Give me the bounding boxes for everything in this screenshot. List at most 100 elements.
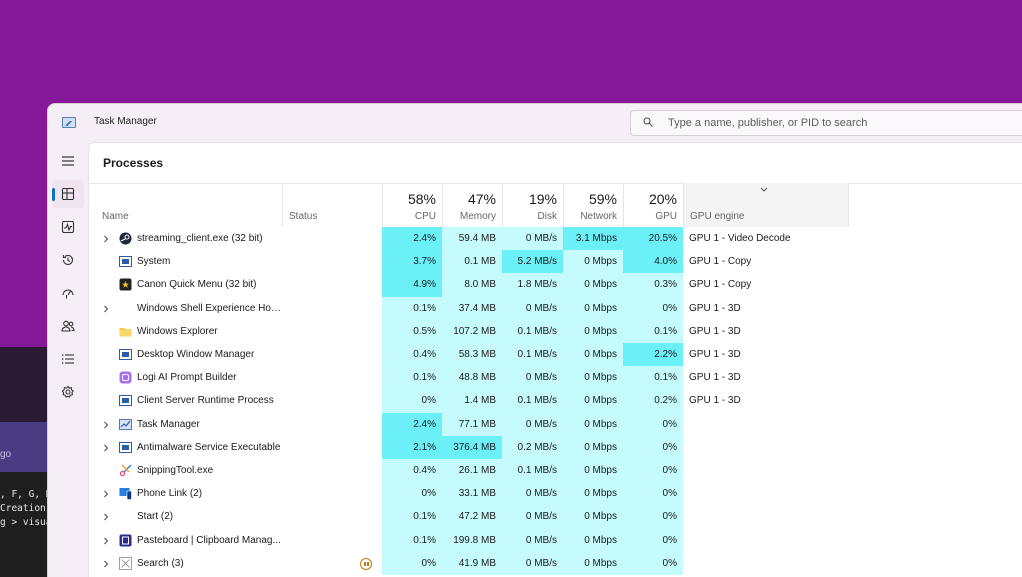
nav-users[interactable] <box>52 312 84 340</box>
memory-cell: 37.4 MB <box>442 296 502 320</box>
gpu-cell: 0% <box>623 435 683 459</box>
process-row[interactable]: System 3.7% 0.1 MB 5.2 MB/s 0 Mbps 4.0% GPU 1 … <box>89 250 939 274</box>
process-name-cell: Logi AI Prompt Builder <box>89 366 282 389</box>
memory-cell: 0.1 MB <box>442 250 502 274</box>
column-header-gpu[interactable]: 20% GPU <box>623 183 683 227</box>
nav-performance[interactable] <box>52 213 84 241</box>
hamburger-menu-button[interactable] <box>52 147 84 175</box>
column-header-cpu[interactable]: 58% CPU <box>382 183 442 227</box>
column-header-gpu-engine[interactable]: GPU engine <box>683 183 849 227</box>
process-name-cell: Search (3) <box>89 552 282 575</box>
memory-cell: 47.2 MB <box>442 505 502 529</box>
memory-total-percent: 47% <box>467 191 496 207</box>
search-box[interactable] <box>630 110 1022 136</box>
column-header-memory[interactable]: 47% Memory <box>442 183 502 227</box>
expand-chevron-icon[interactable] <box>103 490 109 498</box>
gpu-cell: 2.2% <box>623 343 683 367</box>
process-row[interactable]: Antimalware Service Executable 2.1% 376.4 … <box>89 435 939 459</box>
search-icon <box>643 117 653 127</box>
page-title: Processes <box>103 156 164 170</box>
process-row[interactable]: Logi AI Prompt Builder 0.1% 48.8 MB 0 MB/s 0… <box>89 366 939 390</box>
gpu-cell: 0% <box>623 296 683 320</box>
navigation-sidebar <box>48 142 88 577</box>
nav-app-history[interactable] <box>52 246 84 274</box>
network-cell: 0 Mbps <box>563 551 623 575</box>
cpu-cell: 0.4% <box>382 459 442 483</box>
logi-icon <box>119 371 132 384</box>
expand-chevron-icon[interactable] <box>103 305 109 313</box>
nav-processes[interactable] <box>52 180 84 208</box>
services-icon <box>61 385 74 398</box>
terminal-header <box>0 347 48 422</box>
status-cell <box>282 297 382 320</box>
process-row[interactable]: Client Server Runtime Process 0% 1.4 MB 0.1… <box>89 389 939 413</box>
process-name: Search (3) <box>137 557 184 569</box>
disk-cell: 0.1 MB/s <box>502 319 563 343</box>
gpu-engine-cell <box>683 552 849 575</box>
search-input[interactable] <box>668 115 1022 131</box>
cpu-cell: 0.5% <box>382 319 442 343</box>
gpu-engine-cell: GPU 1 - Video Decode <box>689 233 791 244</box>
process-name-cell: streaming_client.exe (32 bit) <box>89 227 282 250</box>
expand-chevron-icon[interactable] <box>103 444 109 452</box>
process-row[interactable]: Pasteboard | Clipboard Manag... 0.1% 199.8… <box>89 528 939 552</box>
process-name: SnippingTool.exe <box>137 465 214 476</box>
nav-startup-apps[interactable] <box>52 279 84 307</box>
gpu-engine-cell: GPU 1 - 3D <box>689 395 741 407</box>
process-row[interactable]: streaming_client.exe (32 bit) 2.4% 59.4 MB… <box>89 227 939 251</box>
status-cell <box>282 227 382 250</box>
process-name-cell: Pasteboard | Clipboard Manag... <box>89 529 282 552</box>
process-row[interactable]: Search (3) 0% 41.9 MB 0 MB/s 0 Mbps 0% <box>89 551 939 575</box>
network-cell: 0 Mbps <box>563 389 623 413</box>
process-name: Logi AI Prompt Builder <box>137 372 237 384</box>
expand-chevron-icon[interactable] <box>103 513 109 521</box>
gpu-engine-cell: GPU 1 - 3D <box>689 349 741 360</box>
process-name: Antimalware Service Executable <box>137 441 281 453</box>
process-row[interactable]: Task Manager 2.4% 77.1 MB 0 MB/s 0 Mbps 0% <box>89 412 939 436</box>
task-manager-window: Task Manager <box>47 103 1022 577</box>
process-name: Phone Link (2) <box>137 488 203 500</box>
process-row[interactable]: Phone Link (2) 0% 33.1 MB 0 MB/s 0 Mbps 0% <box>89 482 939 506</box>
status-cell <box>282 366 382 389</box>
sort-chevron-down-icon <box>760 187 768 192</box>
disk-cell: 0 MB/s <box>502 412 563 436</box>
folder-icon <box>119 327 132 337</box>
status-cell <box>282 482 382 505</box>
expand-chevron-icon[interactable] <box>103 560 109 568</box>
disk-cell: 0.2 MB/s <box>502 435 563 459</box>
process-row[interactable]: Desktop Window Manager 0.4% 58.3 MB 0.1 MB/… <box>89 343 939 367</box>
expand-chevron-icon[interactable] <box>103 421 109 429</box>
cpu-cell: 0.1% <box>382 505 442 529</box>
column-header-name[interactable]: Name <box>89 183 282 227</box>
column-header-network[interactable]: 59% Network <box>563 183 623 227</box>
disk-cell: 0.1 MB/s <box>502 389 563 413</box>
memory-cell: 48.8 MB <box>442 366 502 390</box>
status-cell <box>282 250 382 273</box>
network-cell: 0 Mbps <box>563 482 623 506</box>
expand-chevron-icon[interactable] <box>103 537 109 545</box>
phone-link-icon <box>119 488 132 500</box>
process-name-cell: Antimalware Service Executable <box>89 436 282 459</box>
process-row[interactable]: SnippingTool.exe 0.4% 26.1 MB 0.1 MB/s 0 Mbp… <box>89 459 939 483</box>
nav-details[interactable] <box>52 345 84 373</box>
process-name-cell: Client Server Runtime Process <box>89 389 282 412</box>
column-header-status[interactable]: Status <box>282 183 382 227</box>
network-cell: 0 Mbps <box>563 528 623 552</box>
status-cell <box>282 529 382 552</box>
column-header-disk[interactable]: 19% Disk <box>502 183 563 227</box>
nav-services[interactable] <box>52 378 84 406</box>
expand-chevron-icon[interactable] <box>103 235 109 243</box>
process-row[interactable]: Canon Quick Menu (32 bit) 4.9% 8.0 MB 1.8 M… <box>89 273 939 297</box>
network-cell: 0 Mbps <box>563 435 623 459</box>
task-manager-icon <box>119 418 132 430</box>
status-cell <box>282 413 382 436</box>
process-name-cell: Task Manager <box>89 413 282 436</box>
memory-cell: 59.4 MB <box>442 227 502 251</box>
process-row[interactable]: Windows Shell Experience Hos... 0.1% 37.4 … <box>89 296 939 320</box>
column-label-network: Network <box>580 211 617 222</box>
processes-page: Processes Name Status 58% CPU 47% Memory… <box>88 142 1022 577</box>
network-cell: 0 Mbps <box>563 366 623 390</box>
column-label-status: Status <box>289 211 318 222</box>
process-row[interactable]: Start (2) 0.1% 47.2 MB 0 MB/s 0 Mbps 0% <box>89 505 939 529</box>
process-row[interactable]: Windows Explorer 0.5% 107.2 MB 0.1 MB/s 0 Mb… <box>89 319 939 343</box>
